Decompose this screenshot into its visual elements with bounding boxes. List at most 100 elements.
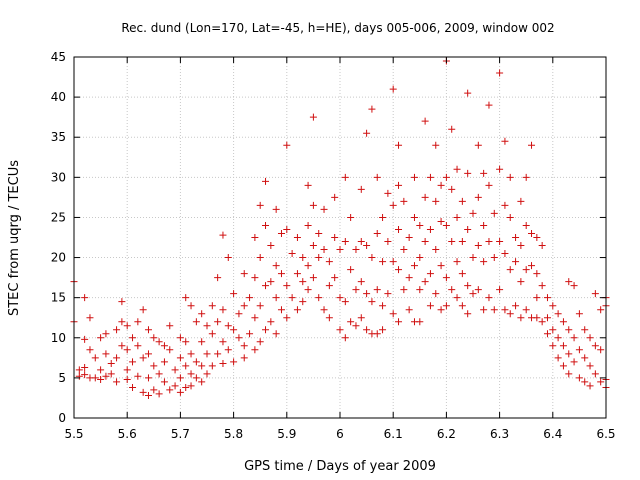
y-tick-label: 5 xyxy=(58,371,66,385)
data-point xyxy=(469,290,477,298)
data-point xyxy=(421,193,429,201)
data-point xyxy=(533,270,541,278)
data-point xyxy=(543,330,551,338)
data-point xyxy=(426,173,434,181)
data-point xyxy=(293,234,301,241)
data-point xyxy=(421,117,429,125)
data-point xyxy=(474,242,482,250)
data-point xyxy=(155,390,163,398)
data-point xyxy=(395,141,403,149)
x-tick-label: 5.8 xyxy=(224,427,243,441)
data-point xyxy=(134,372,142,380)
data-point xyxy=(384,189,392,197)
data-point xyxy=(235,310,243,318)
data-point xyxy=(347,213,355,221)
data-point xyxy=(421,238,429,246)
data-point xyxy=(517,197,525,205)
data-point xyxy=(208,302,216,310)
data-point xyxy=(496,165,504,173)
data-point xyxy=(134,318,142,326)
data-point xyxy=(309,113,317,121)
data-point xyxy=(543,314,551,322)
data-point xyxy=(86,346,94,354)
data-point xyxy=(187,370,195,378)
data-point xyxy=(533,314,541,322)
data-point xyxy=(363,129,371,137)
data-point xyxy=(480,169,488,177)
chart-title: Rec. dund (Lon=170, Lat=-45, h=HE), days… xyxy=(121,21,554,35)
data-point xyxy=(512,302,520,310)
data-point xyxy=(565,350,573,358)
data-point xyxy=(171,382,179,390)
axis-ticks: 0 5 10 15 20 25 30 35 40 45 5.5 5.6 5.7 5.8 5.9 6 6.1 6.2… xyxy=(51,50,616,441)
data-point xyxy=(458,270,466,278)
data-point xyxy=(437,181,445,189)
data-point xyxy=(166,322,174,330)
data-point xyxy=(246,330,254,338)
data-point xyxy=(405,234,413,241)
x-tick-label: 5.7 xyxy=(171,427,190,441)
data-point xyxy=(240,342,248,350)
data-point xyxy=(426,270,434,278)
data-point xyxy=(208,330,216,338)
data-point xyxy=(139,354,147,362)
data-point xyxy=(123,322,131,330)
data-point xyxy=(405,306,413,314)
data-point xyxy=(267,318,275,326)
data-point xyxy=(575,310,583,318)
data-point xyxy=(559,342,567,350)
data-point xyxy=(538,318,546,326)
data-point xyxy=(176,354,184,362)
data-point xyxy=(522,173,530,181)
data-point xyxy=(224,254,232,262)
data-point xyxy=(171,366,179,374)
data-point xyxy=(336,246,344,254)
data-point xyxy=(192,374,200,382)
data-point xyxy=(251,234,259,241)
data-point xyxy=(496,69,504,77)
data-point xyxy=(416,221,424,229)
data-point xyxy=(480,306,488,314)
data-point xyxy=(309,201,317,209)
data-point xyxy=(299,254,307,262)
data-point xyxy=(480,221,488,229)
data-point xyxy=(139,388,147,396)
data-point xyxy=(442,173,450,181)
data-point xyxy=(379,326,387,334)
data-point xyxy=(182,384,190,392)
data-point xyxy=(331,274,339,282)
data-point xyxy=(501,137,509,145)
data-point xyxy=(176,374,184,382)
data-point xyxy=(453,294,461,302)
data-point xyxy=(187,302,195,310)
data-point xyxy=(437,306,445,314)
data-point xyxy=(262,177,270,185)
data-point xyxy=(501,201,509,209)
data-point xyxy=(490,306,498,314)
data-point xyxy=(219,231,227,239)
data-point xyxy=(501,306,509,314)
data-point xyxy=(272,262,280,270)
data-point xyxy=(559,362,567,370)
data-point xyxy=(432,246,440,254)
data-point xyxy=(442,274,450,282)
data-point xyxy=(363,290,371,298)
data-point xyxy=(389,310,397,318)
data-point xyxy=(235,334,243,342)
y-tick-label: 30 xyxy=(51,170,66,184)
data-point xyxy=(432,290,440,298)
data-point xyxy=(591,290,599,298)
data-point xyxy=(277,306,285,314)
data-point xyxy=(453,258,461,266)
x-tick-label: 6.4 xyxy=(543,427,562,441)
data-point xyxy=(75,372,83,380)
data-point xyxy=(570,358,578,366)
data-point xyxy=(458,302,466,310)
data-point xyxy=(485,238,493,246)
data-point xyxy=(91,354,99,362)
y-tick-label: 10 xyxy=(51,331,66,345)
y-axis-label: STEC from uqrg / TECUs xyxy=(7,160,22,316)
data-point xyxy=(485,181,493,189)
data-point xyxy=(166,386,174,394)
data-point xyxy=(176,334,184,342)
